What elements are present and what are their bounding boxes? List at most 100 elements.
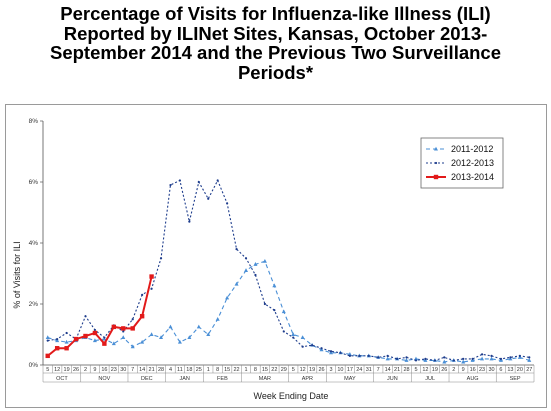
x-tick-label: 16 <box>101 367 107 373</box>
x-tick-label: 17 <box>347 367 353 373</box>
month-label: APR <box>302 376 313 382</box>
month-label: DEC <box>141 376 153 382</box>
series-2-point <box>102 341 107 346</box>
series-2-point <box>149 274 154 279</box>
x-tick-label: 28 <box>403 367 409 373</box>
series-0-point <box>527 358 532 362</box>
series-1-point <box>329 350 333 353</box>
series-1-point <box>443 356 446 359</box>
series-0-point <box>244 268 249 272</box>
x-tick-label: 23 <box>479 367 485 373</box>
series-1-point <box>395 357 399 360</box>
x-tick-label: 14 <box>139 367 145 373</box>
series-1-point <box>216 179 219 182</box>
x-tick-label: 21 <box>149 367 155 373</box>
x-tick-label: 19 <box>309 367 315 373</box>
series-0-point <box>253 262 258 266</box>
series-1-point <box>197 180 200 184</box>
series-1-point <box>462 357 465 360</box>
series-0-point <box>508 356 513 361</box>
title-line-1: Percentage of Visits for Influenza-like … <box>60 3 491 24</box>
series-1-point <box>131 318 134 321</box>
series-0-point <box>149 332 154 336</box>
series-line-2011-2012 <box>47 260 530 363</box>
month-label: JUN <box>387 376 398 382</box>
series-0-point <box>281 309 286 314</box>
x-tick-label: 14 <box>385 367 391 373</box>
x-tick-label: 1 <box>244 367 247 373</box>
x-tick-label: 5 <box>46 367 49 373</box>
x-tick-label: 12 <box>422 367 428 373</box>
month-label: SEP <box>510 376 521 382</box>
x-tick-label: 30 <box>120 367 126 373</box>
month-label: NOV <box>98 376 110 382</box>
series-0-point <box>347 352 352 356</box>
series-1-point <box>518 354 521 357</box>
series-1-point <box>103 336 106 339</box>
x-tick-label: 2 <box>84 367 87 373</box>
series-0-point <box>517 355 522 359</box>
series-0-point <box>168 324 173 329</box>
series-0-point <box>328 350 333 355</box>
month-label: MAY <box>344 376 356 382</box>
series-1-point <box>235 248 238 251</box>
series-0-point <box>140 339 145 344</box>
series-0-point <box>234 281 239 286</box>
series-2-point <box>130 326 135 331</box>
series-1-point <box>320 347 323 350</box>
x-tick-label: 2 <box>452 367 455 373</box>
x-tick-label: 7 <box>377 367 380 373</box>
series-1-point <box>150 287 153 290</box>
series-0-point <box>434 146 438 151</box>
x-tick-label: 15 <box>262 367 268 373</box>
series-1-point <box>414 359 418 362</box>
y-axis-ticks: 0% 2% 4% 6% 8% <box>29 118 43 369</box>
x-tick-label: 8 <box>216 367 219 373</box>
x-tick-label: 1 <box>207 367 210 373</box>
series-1-point <box>386 354 389 357</box>
series-2-point <box>433 174 439 180</box>
legend-label: 2013-2014 <box>451 172 494 182</box>
x-tick-label: 5 <box>414 367 417 373</box>
series-1-point <box>122 330 125 333</box>
x-tick-label: 15 <box>224 367 230 373</box>
series-2011-2012 <box>45 259 532 364</box>
series-1-point <box>424 357 427 360</box>
series-0-point <box>442 359 447 364</box>
ili-line-chart: 0%2%4%6%8% 5 12 19 26 2 9 16 23 30 7 14 21 28 4 11 18 25… <box>12 118 535 401</box>
x-tick-label: 31 <box>366 367 372 373</box>
x-tick-label: 25 <box>196 367 202 373</box>
x-tick-label: 18 <box>186 367 192 373</box>
series-1-point <box>377 356 380 359</box>
x-tick-label: 16 <box>470 367 476 373</box>
series-1-point <box>93 328 97 332</box>
x-tick-label: 26 <box>318 367 324 373</box>
title-line-2: Reported by ILINet Sites, Kansas, Octobe… <box>63 22 488 44</box>
title-line-3: September 2014 and the Previous Two Surv… <box>49 42 502 63</box>
series-1-point <box>65 331 68 335</box>
month-label: OCT <box>56 376 68 382</box>
series-1-point <box>169 183 172 187</box>
series-0-point <box>480 356 485 361</box>
x-tick-label: 27 <box>526 367 532 373</box>
month-label: AUG <box>467 376 479 382</box>
series-line-2012-2013 <box>47 179 530 361</box>
series-1-point <box>84 315 87 318</box>
series-2-point <box>54 346 60 351</box>
series-2-point <box>73 336 79 342</box>
x-tick-label: 9 <box>93 367 96 373</box>
series-0-point <box>423 358 428 362</box>
x-tick-label: 22 <box>271 367 277 373</box>
x-tick-label: 8 <box>254 367 257 373</box>
series-2012-2013 <box>46 179 531 362</box>
series-0-point <box>470 358 475 362</box>
series-0-point <box>319 347 324 352</box>
x-tick-label: 5 <box>292 367 295 373</box>
series-2-point <box>45 353 50 359</box>
series-1-point <box>46 339 49 342</box>
series-1-point <box>141 293 144 296</box>
series-2-point <box>139 314 145 319</box>
y-tick-label: 4% <box>29 240 39 247</box>
series-0-point <box>225 295 230 300</box>
series-0-point <box>489 356 494 361</box>
